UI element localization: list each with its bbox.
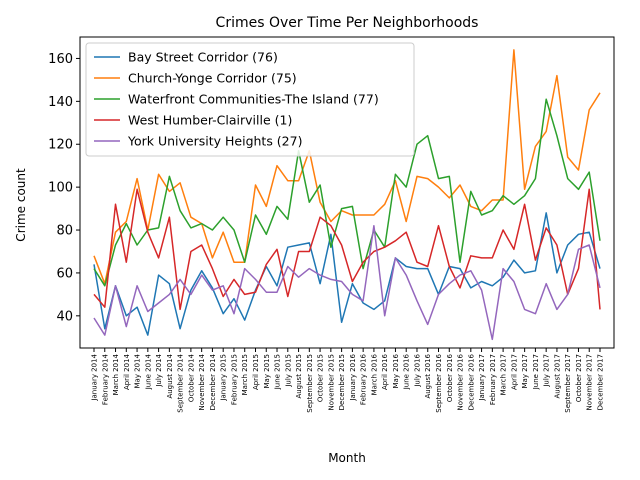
x-tick-label: September 2014 bbox=[177, 353, 185, 412]
y-tick-label: 40 bbox=[56, 309, 73, 324]
x-tick-label: January 2014 bbox=[91, 353, 99, 401]
x-tick-label: June 2014 bbox=[144, 353, 152, 390]
x-tick-label: May 2014 bbox=[134, 353, 142, 388]
x-tick-label: July 2014 bbox=[155, 353, 163, 387]
legend-entry: York University Heights (27) bbox=[127, 134, 302, 149]
x-tick-label: August 2016 bbox=[424, 353, 432, 398]
series-layer bbox=[93, 49, 601, 341]
x-tick-label: January 2016 bbox=[349, 353, 357, 401]
x-tick-label: July 2017 bbox=[543, 354, 551, 388]
x-tick-label: December 2017 bbox=[597, 354, 605, 410]
legend-entry: Bay Street Corridor (76) bbox=[128, 50, 278, 65]
x-tick-label: February 2014 bbox=[101, 353, 109, 405]
chart-title: Crimes Over Time Per Neighborhoods bbox=[216, 15, 479, 31]
legend: Bay Street Corridor (76) Church-Yonge Cor… bbox=[85, 42, 415, 157]
x-tick-label: October 2015 bbox=[317, 354, 325, 402]
x-tick-label: April 2014 bbox=[123, 353, 131, 390]
x-tick-label: March 2016 bbox=[370, 353, 378, 395]
x-tick-label: December 2015 bbox=[338, 354, 346, 410]
x-tick-label: May 2016 bbox=[392, 353, 400, 388]
x-tick-label: September 2017 bbox=[564, 354, 572, 413]
x-tick-label: September 2015 bbox=[306, 354, 314, 413]
x-tick-label: May 2017 bbox=[521, 354, 529, 389]
y-tick-label: 60 bbox=[56, 266, 73, 281]
x-tick-label: June 2015 bbox=[274, 354, 282, 390]
x-tick-label: August 2015 bbox=[295, 354, 303, 399]
x-tick-label: June 2016 bbox=[403, 353, 411, 390]
x-tick-label: March 2017 bbox=[500, 354, 508, 395]
x-tick-label: January 2017 bbox=[478, 354, 486, 402]
x-tick-label: December 2016 bbox=[467, 353, 475, 410]
x-tick-label: October 2014 bbox=[187, 353, 195, 402]
x-tick-label: December 2014 bbox=[209, 353, 217, 410]
x-tick-label: October 2017 bbox=[575, 354, 583, 402]
series-line-2 bbox=[93, 49, 601, 285]
x-tick-label: August 2017 bbox=[553, 354, 561, 399]
x-tick-label: April 2016 bbox=[381, 353, 389, 390]
x-tick-label: March 2014 bbox=[112, 353, 120, 395]
series-line-5 bbox=[93, 224, 601, 341]
x-tick-label: November 2017 bbox=[586, 354, 594, 410]
x-tick-label: March 2015 bbox=[241, 354, 249, 395]
x-tick-label: November 2015 bbox=[327, 354, 335, 410]
x-tick-label: May 2015 bbox=[263, 354, 271, 389]
series-line-1 bbox=[93, 212, 601, 336]
plot-frame bbox=[79, 36, 615, 349]
y-tick-label: 80 bbox=[56, 224, 73, 239]
x-tick-label: November 2016 bbox=[457, 353, 465, 410]
legend-entry: West Humber-Clairville (1) bbox=[128, 113, 292, 128]
x-tick-label: February 2016 bbox=[360, 353, 368, 405]
y-tick-label: 120 bbox=[48, 138, 73, 153]
legend-box bbox=[85, 42, 415, 157]
series-line-4 bbox=[93, 188, 601, 311]
x-tick-label: February 2015 bbox=[231, 354, 239, 405]
series-line-3 bbox=[93, 98, 601, 287]
x-tick-label: April 2017 bbox=[510, 354, 518, 390]
x-tick-label: July 2016 bbox=[414, 353, 422, 387]
x-tick-label: August 2014 bbox=[166, 353, 174, 398]
legend-entry: Church-Yonge Corridor (75) bbox=[128, 71, 297, 86]
x-tick-label: January 2015 bbox=[220, 354, 228, 402]
x-tick-label: June 2017 bbox=[532, 354, 540, 390]
x-tick-label: September 2016 bbox=[435, 353, 443, 412]
y-tick-label: 100 bbox=[48, 181, 73, 196]
x-axis-label: Month bbox=[328, 451, 366, 465]
x-tick-label: July 2015 bbox=[284, 354, 292, 388]
x-tick-label: February 2017 bbox=[489, 354, 497, 405]
x-tick-label: April 2015 bbox=[252, 354, 260, 390]
y-tick-label: 160 bbox=[48, 52, 73, 67]
x-tick-label: November 2014 bbox=[198, 353, 206, 410]
x-tick-label: October 2016 bbox=[446, 353, 454, 402]
y-tick-label: 140 bbox=[48, 95, 73, 110]
legend-entry: Waterfront Communities-The Island (77) bbox=[128, 92, 379, 107]
y-axis-label: Crime count bbox=[14, 168, 28, 242]
